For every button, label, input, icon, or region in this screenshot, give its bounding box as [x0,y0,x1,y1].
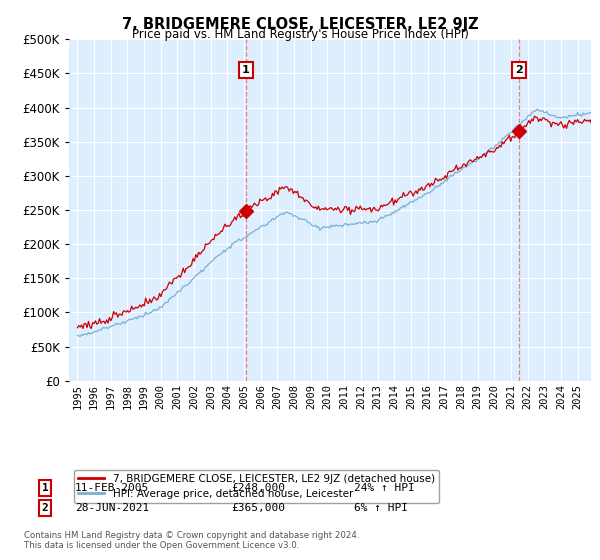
Text: 11-FEB-2005: 11-FEB-2005 [75,483,149,493]
Text: 2: 2 [41,503,49,513]
Text: 28-JUN-2021: 28-JUN-2021 [75,503,149,513]
Text: 24% ↑ HPI: 24% ↑ HPI [354,483,415,493]
Text: 6% ↑ HPI: 6% ↑ HPI [354,503,408,513]
Text: 1: 1 [41,483,49,493]
Text: £365,000: £365,000 [231,503,285,513]
Legend: 7, BRIDGEMERE CLOSE, LEICESTER, LE2 9JZ (detached house), HPI: Average price, de: 7, BRIDGEMERE CLOSE, LEICESTER, LE2 9JZ … [74,470,439,503]
Text: 2: 2 [515,65,523,75]
Text: Contains HM Land Registry data © Crown copyright and database right 2024.
This d: Contains HM Land Registry data © Crown c… [24,530,359,550]
Text: £248,000: £248,000 [231,483,285,493]
Text: Price paid vs. HM Land Registry's House Price Index (HPI): Price paid vs. HM Land Registry's House … [131,28,469,41]
Text: 7, BRIDGEMERE CLOSE, LEICESTER, LE2 9JZ: 7, BRIDGEMERE CLOSE, LEICESTER, LE2 9JZ [122,17,478,32]
Text: 1: 1 [242,65,250,75]
